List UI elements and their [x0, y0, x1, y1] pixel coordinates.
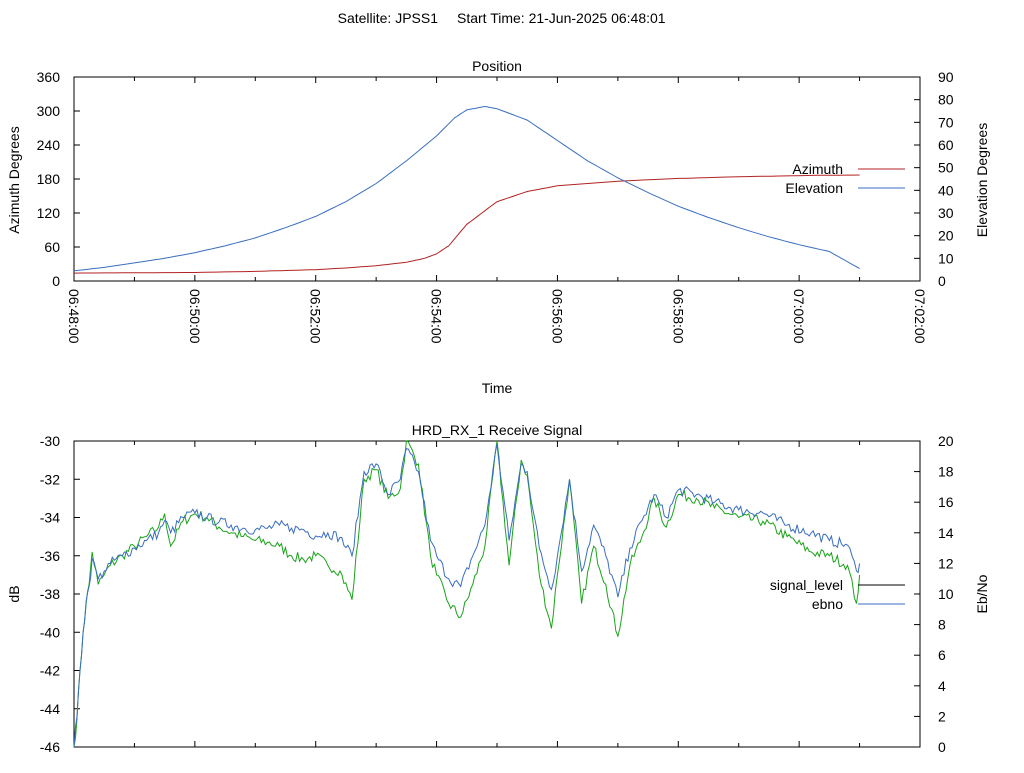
position-legend: Azimuth Elevation — [785, 161, 905, 196]
position-x-tick-label: 06:48:00 — [66, 289, 82, 344]
signal-y2-tick-label: 10 — [938, 586, 954, 602]
signal-y-tick-label: -46 — [40, 739, 60, 755]
signal-series — [73, 440, 861, 748]
azimuth-axis-label: Azimuth Degrees — [6, 126, 22, 233]
signal-y-tick-label: -44 — [40, 701, 60, 717]
position-y2-tick-label: 10 — [938, 250, 954, 266]
time-axis-label: Time — [482, 380, 513, 396]
signal-y-tick-label: -30 — [40, 433, 60, 449]
legend-ebno-label: ebno — [812, 596, 843, 612]
position-y2-tick-label: 80 — [938, 92, 954, 108]
position-y2-tick-label: 50 — [938, 160, 954, 176]
db-axis-label: dB — [6, 585, 22, 602]
signal-y-tick-label: -34 — [40, 510, 60, 526]
legend-elevation-label: Elevation — [785, 180, 843, 196]
ebno-axis-label: Eb/No — [974, 574, 990, 613]
position-x-tick-label: 06:52:00 — [308, 289, 324, 344]
position-y2-tick-label: 40 — [938, 182, 954, 198]
signal-ticks: -46 -44 -42 -40 -38 -36 -34 -32 -30 0 2 4 6 8 10 12 14 16… — [40, 433, 954, 755]
signal-chart: HRD_RX_1 Receive Signal -46-44-42-40-38-… — [6, 422, 990, 755]
signal-y2-tick-label: 2 — [938, 708, 946, 724]
signal-y2-tick-label: 14 — [938, 525, 954, 541]
position-y2-tick-label: 90 — [938, 69, 954, 85]
start-time-label: Start Time: 21-Jun-2025 06:48:01 — [457, 10, 666, 26]
position-y-tick-label: 0 — [52, 273, 60, 289]
signal-y-tick-label: -38 — [40, 586, 60, 602]
position-y-tick-label: 180 — [37, 171, 61, 187]
position-y2-tick-label: 20 — [938, 228, 954, 244]
position-x-tick-label: 07:00:00 — [791, 289, 807, 344]
signal-y2-tick-label: 0 — [938, 739, 946, 755]
signal-ebno-line — [73, 444, 861, 748]
position-series — [73, 105, 860, 274]
position-x-tick-label: 06:50:00 — [187, 289, 203, 344]
position-y-tick-label: 360 — [37, 69, 61, 85]
signal-chart-title: HRD_RX_1 Receive Signal — [412, 422, 582, 438]
position-elevation-line — [73, 105, 860, 272]
position-y-tick-label: 120 — [37, 205, 61, 221]
elevation-axis-label: Elevation Degrees — [974, 123, 990, 237]
signal-y-tick-label: -36 — [40, 548, 60, 564]
position-chart-title: Position — [472, 58, 522, 74]
position-chart: Position 0 60 120 180 240 300 360 0 10 20 30 40 50 60… — [6, 58, 990, 396]
position-y2-tick-label: 30 — [938, 205, 954, 221]
signal-plot-frame — [73, 440, 921, 748]
satellite-label: Satellite: JPSS1 — [338, 10, 439, 26]
position-y-tick-label: 60 — [44, 239, 60, 255]
signal-y-tick-label: -40 — [40, 624, 60, 640]
position-azimuth-line — [73, 174, 860, 274]
position-y2-tick-label: 60 — [938, 137, 954, 153]
signal-legend: signal_level ebno — [770, 577, 905, 612]
signal-y2-tick-label: 16 — [938, 494, 954, 510]
signal-y2-tick-label: 12 — [938, 555, 954, 571]
position-x-tick-label: 06:54:00 — [429, 289, 445, 344]
signal-y2-tick-label: 18 — [938, 464, 954, 480]
signal-y2-tick-label: 4 — [938, 678, 946, 694]
position-y2-tick-label: 70 — [938, 114, 954, 130]
position-x-tick-label: 06:58:00 — [670, 289, 686, 344]
legend-azimuth-label: Azimuth — [792, 161, 843, 177]
position-y-tick-label: 300 — [37, 103, 61, 119]
signal-y2-tick-label: 6 — [938, 647, 946, 663]
position-y2-tick-label: 0 — [938, 273, 946, 289]
position-y-tick-label: 240 — [37, 137, 61, 153]
position-plot-frame — [73, 76, 921, 282]
position-ticks: 0 60 120 180 240 300 360 0 10 20 30 40 50 60 70 80 90 06:… — [37, 69, 954, 344]
legend-signal-level-label: signal_level — [770, 577, 843, 593]
position-x-tick-label: 06:56:00 — [549, 289, 565, 344]
signal-y-tick-label: -42 — [40, 663, 60, 679]
signal-y2-tick-label: 20 — [938, 433, 954, 449]
signal-y2-tick-label: 8 — [938, 617, 946, 633]
signal-signal-level-line — [73, 440, 861, 748]
signal-y-tick-label: -32 — [40, 471, 60, 487]
position-x-tick-label: 07:02:00 — [912, 289, 928, 344]
